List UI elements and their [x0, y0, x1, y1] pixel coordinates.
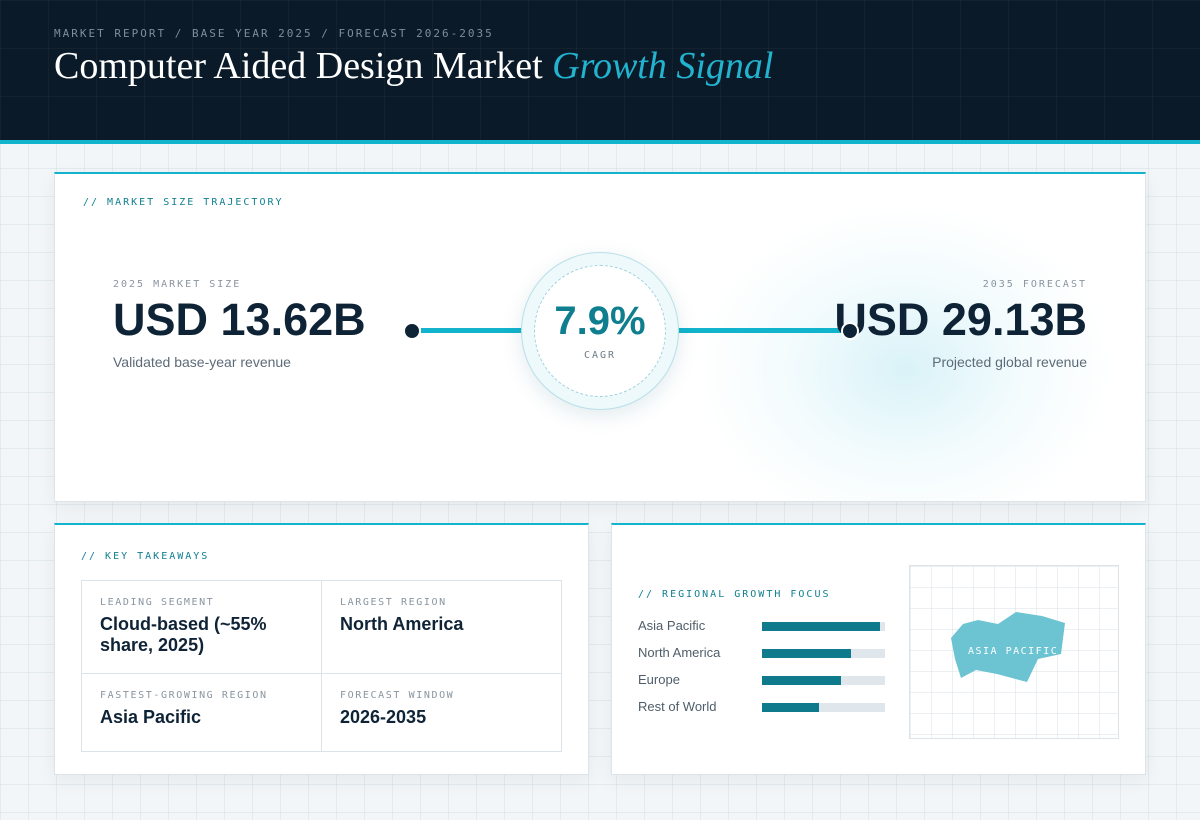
regional-bar-chart: Asia Pacific North America Europe Rest of W…	[638, 618, 888, 726]
region-map-graphic	[951, 612, 1065, 682]
page-title-main: Computer Aided Design Market	[54, 45, 543, 87]
takeaway-largest-region: LARGEST REGION North America	[322, 581, 562, 674]
market-size-trajectory-panel: // MARKET SIZE TRAJECTORY 2025 MARKET SI…	[54, 172, 1146, 502]
takeaway-value: 2026-2035	[340, 707, 427, 727]
asia-pacific-shape	[951, 612, 1065, 682]
regional-growth-panel: // REGIONAL GROWTH FOCUS Asia Pacific Nor…	[611, 523, 1146, 775]
takeaways-grid: LEADING SEGMENT Cloud-based (~55% share,…	[81, 580, 562, 752]
region-bar-row: Rest of World	[638, 699, 888, 726]
region-bar-row: Asia Pacific	[638, 618, 888, 645]
region-bar-label: North America	[638, 645, 721, 660]
background-glow	[695, 204, 1115, 501]
cagr-value: 7.9%	[554, 299, 646, 343]
forecast-value: USD 29.13B	[834, 294, 1087, 345]
region-bar-track	[762, 676, 885, 685]
takeaway-caption: LARGEST REGION	[340, 597, 447, 608]
region-bar	[762, 622, 881, 631]
page-title-accent: Growth Signal	[552, 45, 774, 87]
breadcrumb: MARKET REPORT / BASE YEAR 2025 / FORECAS…	[54, 27, 494, 40]
region-bar	[762, 676, 841, 685]
regional-panel-label: // REGIONAL GROWTH FOCUS	[638, 589, 831, 600]
region-map: ASIA PACIFIC	[909, 565, 1119, 739]
takeaway-fastest-growing-region: FASTEST-GROWING REGION Asia Pacific	[82, 674, 322, 751]
end-point-marker	[841, 322, 859, 340]
base-size-caption: 2025 MARKET SIZE	[113, 279, 242, 290]
region-bar-track	[762, 649, 885, 658]
forecast-caption: 2035 FORECAST	[982, 279, 1087, 290]
region-bar-label: Rest of World	[638, 699, 717, 714]
region-bar	[762, 703, 819, 712]
map-region-label: ASIA PACIFIC	[968, 646, 1059, 657]
takeaway-caption: FORECAST WINDOW	[340, 690, 455, 701]
region-bar	[762, 649, 851, 658]
takeaway-caption: FASTEST-GROWING REGION	[100, 690, 268, 701]
page-header: MARKET REPORT / BASE YEAR 2025 / FORECAS…	[0, 0, 1200, 144]
region-bar-row: North America	[638, 645, 888, 672]
page-title: Computer Aided Design Market Growth Sign…	[54, 44, 773, 88]
region-bar-label: Asia Pacific	[638, 618, 706, 633]
region-bar-row: Europe	[638, 672, 888, 699]
cagr-label: CAGR	[583, 350, 617, 361]
base-size-value: USD 13.62B	[113, 294, 366, 345]
forecast-subtitle: Projected global revenue	[932, 354, 1087, 370]
takeaway-value: North America	[340, 614, 464, 634]
takeaways-panel-label: // KEY TAKEAWAYS	[81, 551, 210, 562]
region-bar-track	[762, 703, 885, 712]
takeaway-forecast-window: FORECAST WINDOW 2026-2035	[322, 674, 562, 751]
takeaway-caption: LEADING SEGMENT	[100, 597, 215, 608]
start-point-marker	[403, 322, 421, 340]
cagr-inner-circle: 7.9% CAGR	[534, 265, 666, 397]
key-takeaways-panel: // KEY TAKEAWAYS LEADING SEGMENT Cloud-b…	[54, 523, 589, 775]
takeaway-value: Asia Pacific	[100, 707, 202, 727]
base-size-subtitle: Validated base-year revenue	[113, 354, 291, 370]
takeaway-leading-segment: LEADING SEGMENT Cloud-based (~55% share,…	[82, 581, 322, 674]
trajectory-panel-label: // MARKET SIZE TRAJECTORY	[83, 197, 284, 208]
region-bar-track	[762, 622, 885, 631]
region-bar-label: Europe	[638, 672, 680, 687]
takeaway-value: Cloud-based (~55% share, 2025)	[100, 614, 267, 655]
cagr-badge: 7.9% CAGR	[521, 252, 679, 410]
